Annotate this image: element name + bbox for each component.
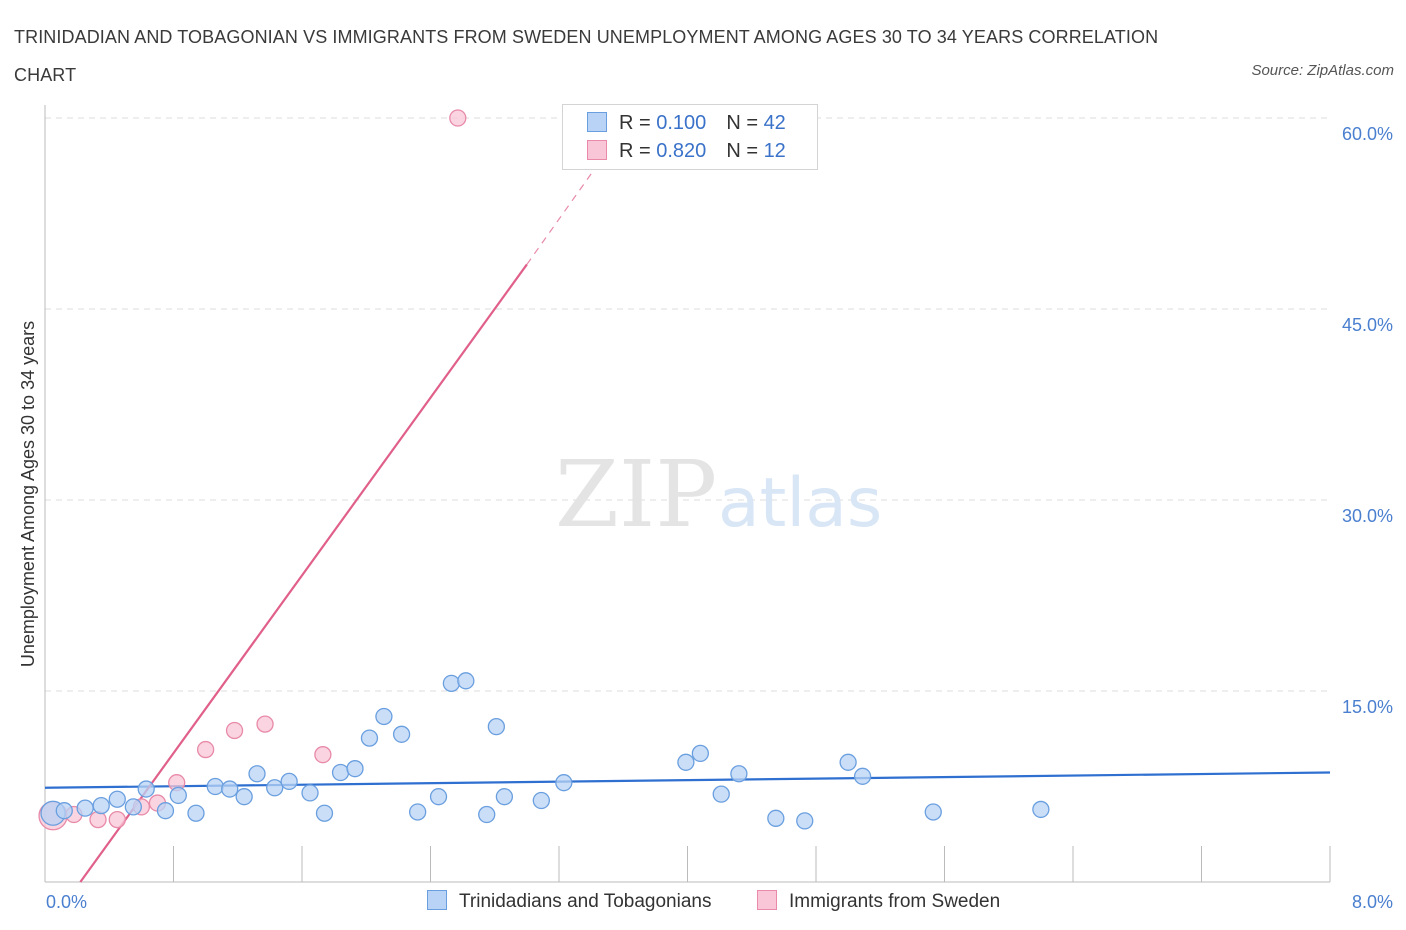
point-sweden	[314, 746, 332, 764]
point-trinidadians	[235, 788, 253, 806]
point-trinidadians	[796, 812, 814, 830]
point-trinidadians	[478, 805, 496, 824]
point-sweden	[89, 810, 107, 829]
point-trinidadians	[375, 707, 393, 726]
point-trinidadians	[487, 718, 506, 736]
trend-lines	[44, 162, 1331, 883]
point-trinidadians	[108, 790, 126, 808]
point-trinidadians	[442, 674, 461, 693]
point-trinidadians	[124, 798, 142, 816]
legend-row-series2: R = 0.820 N = 12	[587, 140, 786, 168]
point-trinidadians	[266, 779, 284, 797]
y-tick-label: 30.0%	[1342, 506, 1393, 526]
point-trinidadians	[457, 672, 475, 690]
point-sweden	[449, 109, 467, 127]
point-trinidadians	[248, 765, 266, 783]
legend-r-label: R =	[619, 112, 651, 134]
point-trinidadians	[169, 786, 187, 805]
data-points	[38, 109, 1050, 831]
point-sweden	[196, 740, 215, 759]
point-trinidadians	[555, 774, 573, 792]
trend-line-sweden-extension	[526, 162, 600, 265]
grid-lines	[45, 117, 1330, 692]
trend-line-sweden	[79, 263, 528, 883]
legend-label-trinidadians: Trinidadians and Tobagonians	[459, 891, 712, 912]
watermark: ZIP atlas	[555, 441, 882, 548]
point-sweden	[225, 721, 244, 740]
point-trinidadians	[187, 804, 205, 822]
legend-r-value: 0.100	[656, 112, 707, 134]
legend-n-label: N =	[726, 140, 758, 162]
legend-item-sweden[interactable]: Immigrants from Sweden	[757, 890, 1000, 913]
point-trinidadians	[924, 803, 942, 821]
point-trinidadians	[346, 760, 364, 778]
legend-swatch-series2	[587, 140, 607, 160]
legend-n-value: 12	[763, 140, 786, 162]
series-legend: Trinidadians and Tobagonians Immigrants …	[0, 888, 1406, 918]
point-trinidadians	[55, 802, 73, 820]
watermark-atlas: atlas	[718, 464, 882, 543]
point-sweden	[256, 715, 274, 733]
point-trinidadians	[137, 780, 155, 798]
point-trinidadians	[495, 788, 514, 806]
y-tick-label: 45.0%	[1342, 315, 1393, 335]
point-trinidadians	[730, 765, 748, 783]
point-trinidadians	[853, 767, 872, 785]
x-tick-label: 8.0%	[1352, 892, 1393, 912]
legend-n-value: 42	[763, 112, 786, 134]
legend-row-series1: R = 0.100 N = 42	[587, 112, 786, 140]
source-label: Source: ZipAtlas.com	[1251, 62, 1394, 79]
legend-swatch-series1	[587, 112, 607, 132]
legend-r-label: R =	[619, 140, 651, 162]
legend-swatch-sweden	[757, 890, 777, 910]
tick-labels: 15.0% 30.0% 45.0% 60.0% 0.0% 8.0%	[46, 124, 1393, 912]
x-tick-label: 0.0%	[46, 892, 87, 912]
point-trinidadians	[408, 803, 427, 821]
point-trinidadians	[392, 725, 411, 743]
correlation-legend: R = 0.100 N = 42 R = 0.820 N = 12	[562, 104, 818, 170]
point-trinidadians	[331, 763, 350, 782]
point-trinidadians	[92, 796, 110, 815]
point-trinidadians	[315, 804, 334, 822]
point-trinidadians	[532, 791, 550, 810]
legend-r-value: 0.820	[656, 140, 707, 162]
point-trinidadians	[429, 788, 448, 806]
point-trinidadians	[156, 802, 175, 820]
point-sweden	[108, 810, 126, 829]
legend-swatch-trinidadians	[427, 890, 447, 910]
legend-n-label: N =	[726, 112, 758, 134]
point-trinidadians	[839, 753, 857, 771]
watermark-zip: ZIP	[555, 441, 717, 548]
y-axis-label: Unemployment Among Ages 30 to 34 years	[18, 321, 38, 667]
point-trinidadians	[677, 753, 695, 771]
point-trinidadians	[712, 785, 730, 803]
point-trinidadians	[360, 729, 379, 747]
legend-item-trinidadians[interactable]: Trinidadians and Tobagonians	[427, 890, 711, 913]
point-trinidadians	[76, 799, 94, 817]
point-trinidadians	[221, 780, 239, 798]
legend-label-sweden: Immigrants from Sweden	[789, 891, 1001, 912]
chart-title: TRINIDADIAN AND TOBAGONIAN VS IMMIGRANTS…	[14, 27, 1159, 85]
point-trinidadians	[301, 784, 319, 802]
point-trinidadians	[280, 772, 298, 791]
y-tick-label: 15.0%	[1342, 697, 1393, 717]
point-trinidadians	[1032, 800, 1050, 819]
trend-line-trinidadians	[44, 771, 1331, 789]
y-tick-label: 60.0%	[1342, 124, 1393, 144]
point-trinidadians	[206, 777, 224, 796]
point-trinidadians	[691, 744, 709, 763]
axes	[44, 105, 1331, 883]
point-trinidadians	[767, 809, 785, 827]
